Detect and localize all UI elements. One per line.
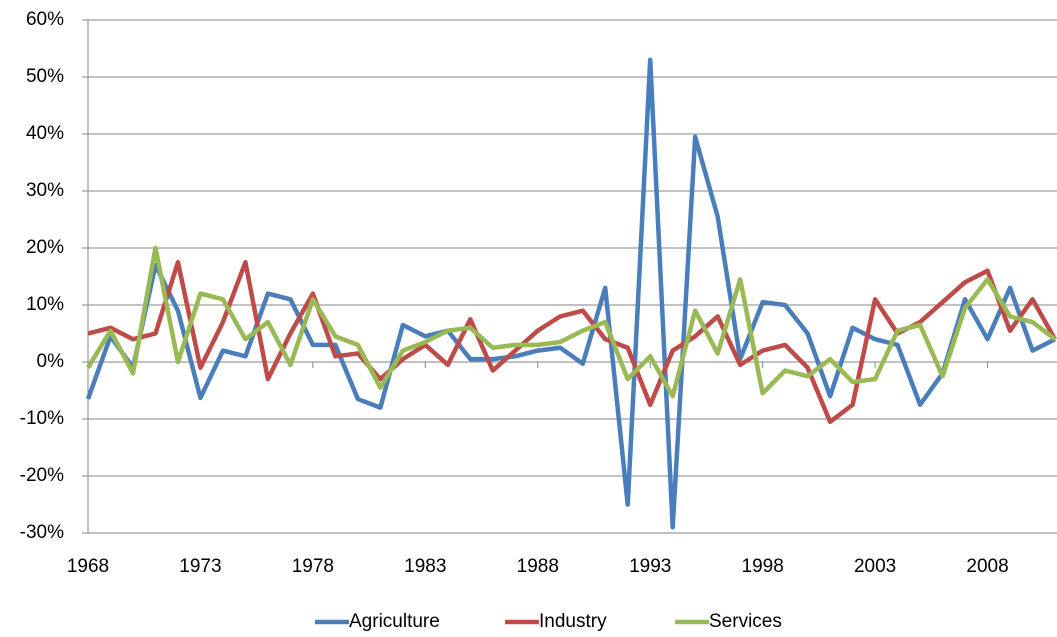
- y-tick-label: -10%: [20, 408, 64, 429]
- y-tick-label: 0%: [37, 351, 65, 372]
- x-tick-label: 2003: [854, 556, 896, 577]
- y-tick-label: 20%: [26, 237, 64, 258]
- series-line: [86, 245, 1057, 399]
- legend-label: Agriculture: [349, 611, 440, 632]
- y-tick-label: -20%: [20, 465, 64, 486]
- legend-label: Industry: [539, 611, 607, 632]
- y-tick-label: 30%: [26, 180, 64, 201]
- legend-label: Services: [709, 611, 782, 632]
- y-tick-label: 50%: [26, 66, 64, 87]
- y-tick-label: 10%: [26, 294, 64, 315]
- x-tick-label: 1978: [292, 556, 334, 577]
- series-line: [87, 260, 1057, 425]
- x-tick-label: 1973: [179, 556, 221, 577]
- y-tick-label: 60%: [26, 9, 64, 30]
- y-tick-label: -30%: [20, 522, 64, 543]
- x-tick-label: 1988: [517, 556, 559, 577]
- x-tick-label: 1993: [629, 556, 671, 577]
- x-tick-label: 1983: [404, 556, 446, 577]
- x-tick-label: 2008: [966, 556, 1008, 577]
- x-tick-label: 1968: [67, 556, 109, 577]
- x-tick-label: 1998: [742, 556, 784, 577]
- y-tick-label: 40%: [26, 123, 64, 144]
